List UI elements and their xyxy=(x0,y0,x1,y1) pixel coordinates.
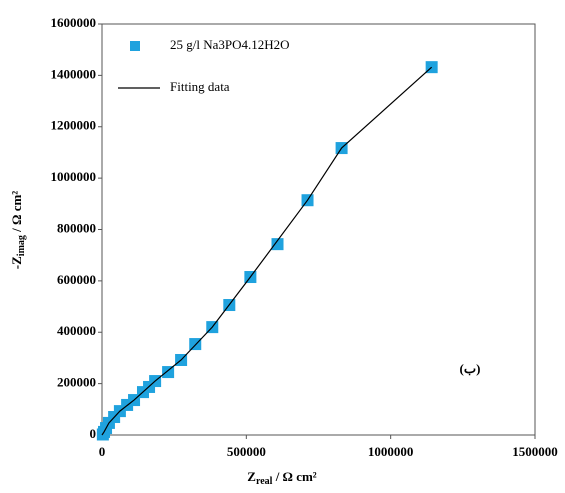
legend-label: 25 g/l Na3PO4.12H2O xyxy=(170,37,290,52)
y-tick-label: 200000 xyxy=(57,375,96,390)
y-tick-label: 800000 xyxy=(57,220,96,235)
x-label-sub: real xyxy=(256,476,273,487)
legend-marker xyxy=(130,41,140,51)
annotation: (ب) xyxy=(460,361,481,376)
x-axis-label: Zreal / Ω cm² xyxy=(247,469,317,487)
y-tick-label: 1400000 xyxy=(51,66,97,81)
x-tick-label: 1500000 xyxy=(512,444,558,459)
x-tick-label: 0 xyxy=(99,444,106,459)
x-label-main: Z xyxy=(247,469,256,484)
y-tick-label: 1200000 xyxy=(51,118,97,133)
y-label-main: -Z xyxy=(9,256,24,269)
y-axis-label: -Zimag / Ω cm² xyxy=(9,191,27,269)
x-label-rest: / Ω cm² xyxy=(272,469,316,484)
fit-line xyxy=(101,66,433,436)
y-tick-label: 600000 xyxy=(57,272,96,287)
data-point xyxy=(162,366,175,379)
y-tick-label: 1600000 xyxy=(51,15,97,30)
data-point xyxy=(271,238,284,251)
y-tick-label: 400000 xyxy=(57,323,96,338)
x-tick-label: 500000 xyxy=(227,444,266,459)
x-tick-label: 1000000 xyxy=(368,444,414,459)
y-tick-label: 1000000 xyxy=(51,169,97,184)
y-tick-label: 0 xyxy=(90,426,97,441)
y-label-rest: / Ω cm² xyxy=(9,191,24,235)
legend-label: Fitting data xyxy=(170,79,230,94)
y-label-sub: imag xyxy=(16,235,27,256)
